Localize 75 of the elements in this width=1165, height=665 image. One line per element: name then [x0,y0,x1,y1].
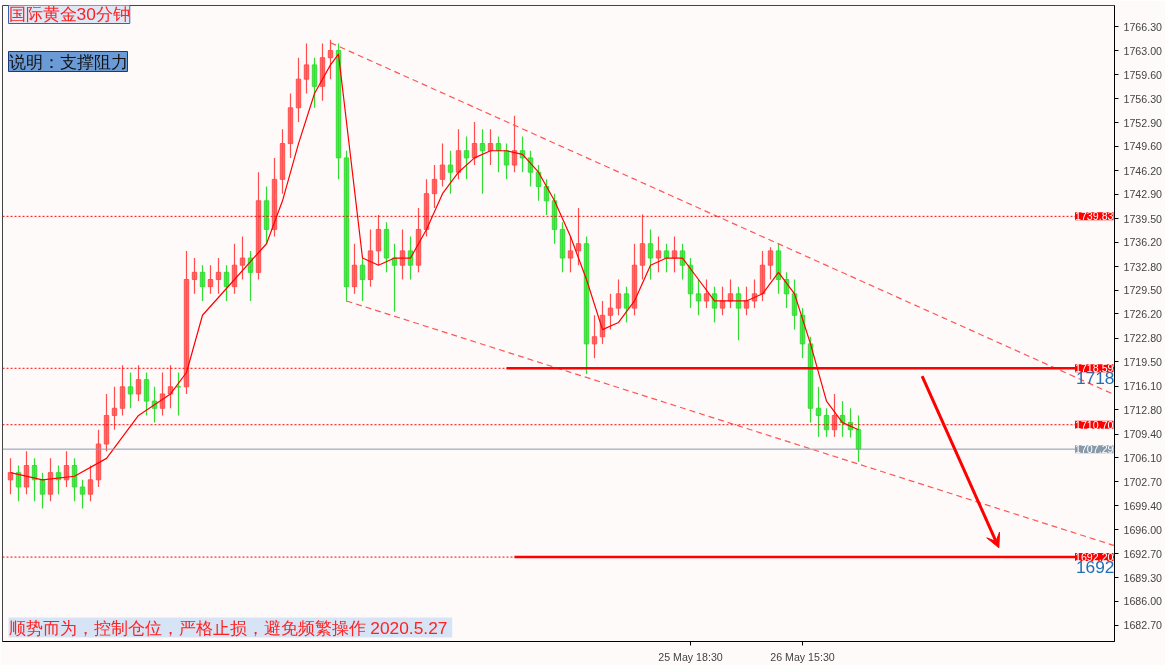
candlestick [311,57,318,109]
candlestick [695,278,702,316]
candlestick [79,479,86,510]
y-tick-label: 1749.60 [1123,140,1163,153]
y-tick-label: 1752.90 [1123,116,1163,129]
candlestick [447,150,454,195]
x-tick-label: 25 May 18:30 [658,650,723,663]
candlestick [439,142,446,188]
candlestick [359,257,366,302]
candlestick [239,235,246,281]
y-tick-label: 1736.20 [1123,236,1163,249]
candlestick [623,286,630,324]
y-tick-label: 1726.20 [1123,307,1163,320]
y-tick-label: 1692.70 [1123,547,1163,560]
y-tick-label: 1739.50 [1123,212,1163,225]
candlestick [375,214,382,266]
candlestick [215,257,222,295]
y-tick-label: 1742.90 [1123,188,1163,201]
annotation: 顺势而为，控制仓位，严格止损，避免频繁操作 2020.5.27 [8,617,448,638]
text: 说明：支撑阻力 [8,51,128,72]
candlestick [199,264,206,302]
candlestick [471,121,478,166]
candlestick [87,464,94,502]
candlestick [647,228,654,281]
candlestick [703,278,710,309]
y-tick-label: 1756.30 [1123,92,1163,105]
candlestick [351,243,358,295]
y-tick-label: 1732.80 [1123,260,1163,273]
candlestick [503,142,510,180]
y-tick-label: 1709.40 [1123,428,1163,441]
candlestick [655,235,662,273]
candlestick [591,314,598,359]
y-tick-label: 1706.10 [1123,451,1163,464]
candlestick [143,371,150,417]
y-tick-label: 1712.80 [1123,403,1163,416]
candlestick [71,457,78,502]
candlestick [127,371,134,409]
candlestick [767,246,774,281]
candlestick [207,264,214,295]
y-tick-label: 1699.40 [1123,499,1163,512]
y-tick-label: 1702.70 [1123,475,1163,488]
candlestick [135,364,142,402]
candlestick [455,128,462,180]
y-tick-label: 1689.30 [1123,571,1163,584]
candlestick [479,128,486,195]
ref-line-label: 1739.83 [1074,210,1114,223]
y-tick-label: 1759.60 [1123,68,1163,81]
ref-line-label: 1707.29 [1074,443,1114,456]
x-tick-label: 26 May 15:30 [770,650,835,663]
candlestick [191,257,198,295]
y-tick-label: 1722.80 [1123,332,1163,345]
candlestick [23,450,30,495]
candlestick [303,42,310,95]
candlestick [639,213,646,281]
candlestick [431,164,438,209]
chart-title: 国际黄金30分钟 [8,3,130,24]
y-tick-label: 1746.20 [1123,164,1163,177]
y-tick-label: 1686.00 [1123,595,1163,608]
candlestick [575,207,582,266]
y-tick-label: 1766.30 [1123,20,1163,33]
y-tick-label: 1763.00 [1123,44,1163,57]
y-tick-label: 1719.50 [1123,355,1163,368]
y-tick-label: 1682.70 [1123,619,1163,632]
candlestick [119,364,126,417]
y-tick-label: 1696.00 [1123,523,1163,536]
candlestick [615,278,622,316]
candlestick [815,386,822,438]
candlestick [607,293,614,331]
candlestick [39,472,46,510]
y-tick-label: 1729.50 [1123,284,1163,297]
y-tick-label: 1716.10 [1123,380,1163,393]
ref-line-label: 1710.70 [1074,418,1114,431]
candlestick [567,235,574,273]
candlestick [463,135,470,180]
candlestick [111,386,118,431]
